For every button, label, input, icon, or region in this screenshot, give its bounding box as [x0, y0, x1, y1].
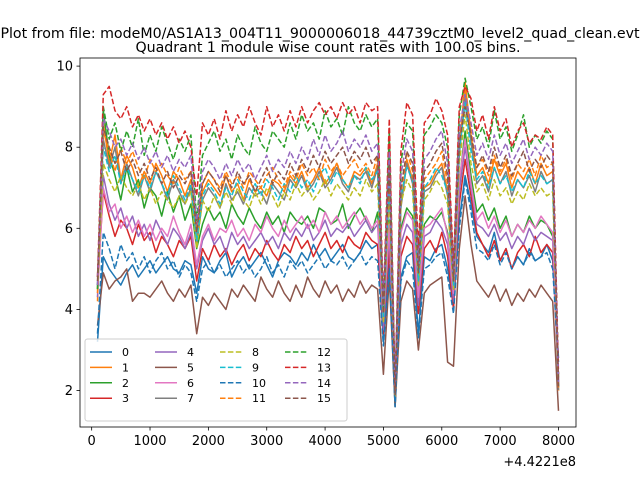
legend-label-10: 10	[252, 377, 266, 390]
series-line-6	[96, 138, 560, 396]
x-tick-label: 5000	[367, 434, 400, 449]
series-line-5	[96, 195, 560, 411]
figure-suptitle: Plot from file: modeM0/AS1A13_004T11_900…	[0, 26, 640, 42]
x-tick-label: 0	[88, 434, 96, 449]
legend-label-7: 7	[187, 392, 194, 405]
x-tick-label: 2000	[192, 434, 225, 449]
y-tick-label: 4	[65, 303, 73, 318]
legend-label-9: 9	[252, 361, 259, 374]
series-line-13	[96, 85, 560, 388]
legend-label-15: 15	[317, 392, 331, 405]
y-tick-label: 8	[65, 141, 73, 156]
legend-label-8: 8	[252, 346, 259, 359]
legend-label-3: 3	[122, 392, 129, 405]
legend-label-5: 5	[187, 361, 194, 374]
legend-label-11: 11	[252, 392, 266, 405]
legend-label-13: 13	[317, 361, 331, 374]
y-tick-label: 10	[56, 60, 73, 75]
legend-label-1: 1	[122, 361, 129, 374]
legend-label-12: 12	[317, 346, 331, 359]
y-tick-label: 2	[65, 384, 73, 399]
series-line-1	[96, 81, 560, 396]
legend-frame	[84, 338, 348, 422]
series-line-4	[96, 146, 560, 400]
series-line-11	[96, 89, 560, 392]
series-line-9	[96, 101, 560, 396]
y-tick-label: 6	[65, 222, 73, 237]
plot-frame	[79, 57, 577, 428]
x-tick-label: 4000	[309, 434, 342, 449]
x-tick-label: 6000	[425, 434, 458, 449]
series-line-7	[96, 93, 560, 400]
x-tick-label: 3000	[250, 434, 283, 449]
chart-title: Quadrant 1 module wise count rates with …	[135, 40, 520, 56]
x-tick-label: 7000	[484, 434, 517, 449]
series-line-14	[96, 93, 560, 392]
series-line-12	[96, 77, 560, 392]
series-line-8	[96, 114, 560, 400]
x-tick-label: 1000	[133, 434, 166, 449]
legend-label-0: 0	[122, 346, 129, 359]
series-line-15	[96, 105, 560, 396]
series-line-10	[96, 178, 560, 408]
series-line-3	[96, 158, 560, 400]
x-tick-label: 8000	[542, 434, 575, 449]
legend-label-4: 4	[187, 346, 194, 359]
legend-label-6: 6	[187, 377, 194, 390]
legend-label-2: 2	[122, 377, 129, 390]
x-offset-label: +4.4221e8	[503, 455, 576, 470]
series-lines	[96, 77, 560, 411]
legend-label-14: 14	[317, 377, 331, 390]
